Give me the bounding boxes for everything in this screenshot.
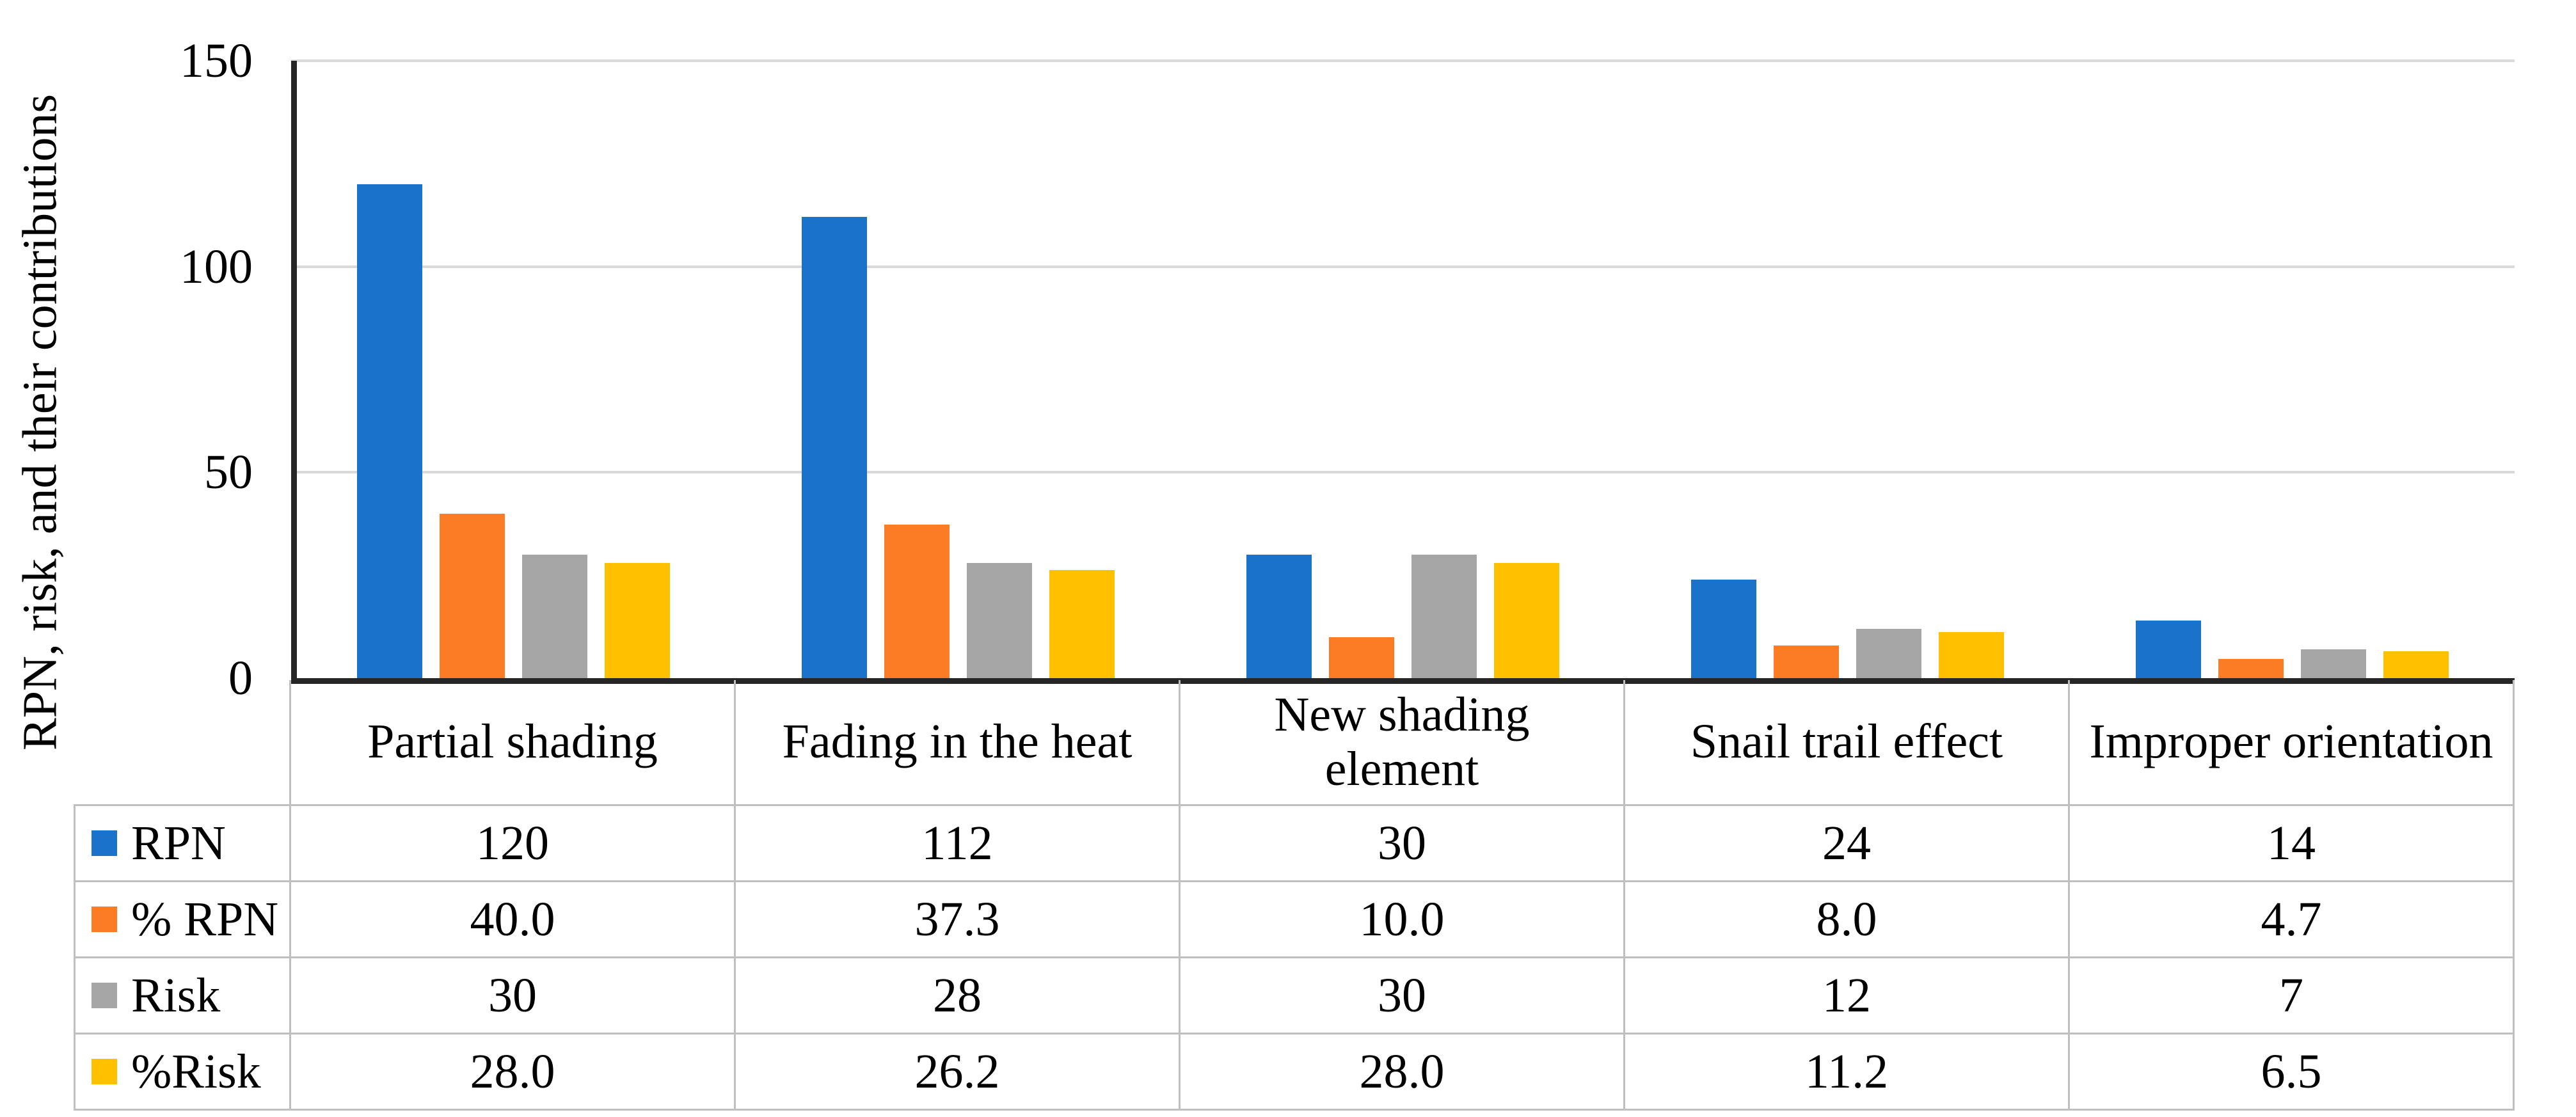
bar-group-2	[736, 61, 1181, 678]
bar-%-rpn-3	[1329, 637, 1394, 678]
legend-swatch-%risk	[91, 1059, 117, 1084]
table-category-header-3: New shading element	[1181, 680, 1625, 806]
data-table: Partial shading Fading in the heat New sha…	[74, 680, 2515, 1111]
x-axis-line	[291, 678, 2515, 684]
y-tick-label-50: 50	[204, 445, 253, 500]
bar-risk-4	[1856, 628, 1921, 678]
legend-cell-rpn: RPN	[74, 806, 291, 882]
plot-area	[291, 59, 2515, 684]
table-value-risk-1: 30	[291, 958, 736, 1034]
table-value-risk-3: 30	[1181, 958, 1625, 1034]
table-value-%-rpn-3: 10.0	[1181, 882, 1625, 958]
table-value-%risk-5: 6.5	[2070, 1034, 2515, 1111]
table-value-%risk-1: 28.0	[291, 1034, 736, 1111]
bar-risk-2	[967, 562, 1032, 678]
y-axis-title: RPN, risk, and their contributions	[13, 94, 67, 750]
bar-group-3	[1181, 61, 1625, 678]
bar-rpn-3	[1246, 555, 1312, 678]
bar-%-rpn-2	[884, 525, 950, 678]
gridline-50	[291, 471, 2515, 474]
legend-cell-risk: Risk	[74, 958, 291, 1034]
bar-risk-1	[522, 555, 587, 678]
table-legend-header-cell	[74, 680, 291, 806]
bar-risk-5	[2301, 649, 2366, 678]
legend-swatch-rpn	[91, 830, 117, 856]
bar-rpn-4	[1691, 579, 1756, 678]
table-category-header-4: Snail trail effect	[1625, 680, 2070, 806]
bar-group-4	[1625, 61, 2070, 678]
bar-rpn-5	[2136, 620, 2201, 678]
y-tick-label-100: 100	[180, 239, 253, 294]
table-category-header-1: Partial shading	[291, 680, 736, 806]
table-value-risk-2: 28	[736, 958, 1181, 1034]
bar-%-rpn-1	[440, 513, 505, 678]
bar-%risk-4	[1939, 631, 2004, 678]
legend-label-risk: Risk	[131, 968, 221, 1022]
table-value-rpn-3: 30	[1181, 806, 1625, 882]
table-value-rpn-2: 112	[736, 806, 1181, 882]
legend-swatch-%-rpn	[91, 907, 117, 932]
table-category-header-2: Fading in the heat	[736, 680, 1181, 806]
table-value-rpn-5: 14	[2070, 806, 2515, 882]
table-value-%risk-4: 11.2	[1625, 1034, 2070, 1111]
bar-group-5	[2070, 61, 2515, 678]
table-value-risk-4: 12	[1625, 958, 2070, 1034]
table-value-%risk-2: 26.2	[736, 1034, 1181, 1111]
table-value-%-rpn-5: 4.7	[2070, 882, 2515, 958]
legend-label-%-rpn: % RPN	[131, 892, 279, 946]
gridline-100	[291, 265, 2515, 268]
y-axis-line	[291, 61, 297, 684]
table-value-rpn-4: 24	[1625, 806, 2070, 882]
legend-label-%risk: %Risk	[131, 1044, 261, 1098]
table-category-header-5: Improper orientation	[2070, 680, 2515, 806]
y-tick-label-150: 150	[180, 34, 253, 88]
y-tick-label-0: 0	[228, 651, 253, 705]
legend-swatch-risk	[91, 983, 117, 1008]
table-value-%risk-3: 28.0	[1181, 1034, 1625, 1111]
legend-label-rpn: RPN	[131, 816, 226, 870]
table-value-rpn-1: 120	[291, 806, 736, 882]
table-value-%-rpn-1: 40.0	[291, 882, 736, 958]
bar-%risk-1	[605, 562, 670, 678]
bar-%-rpn-4	[1774, 645, 1839, 678]
table-value-%-rpn-4: 8.0	[1625, 882, 2070, 958]
bar-%risk-2	[1049, 570, 1115, 678]
bar-rpn-2	[802, 217, 867, 678]
bar-group-1	[291, 61, 736, 678]
bar-%risk-3	[1494, 562, 1559, 678]
legend-cell-%-rpn: % RPN	[74, 882, 291, 958]
legend-cell-%risk: %Risk	[74, 1034, 291, 1111]
bar-rpn-1	[357, 184, 422, 678]
bar-%risk-5	[2383, 651, 2449, 678]
table-value-risk-5: 7	[2070, 958, 2515, 1034]
bar-%-rpn-5	[2218, 658, 2284, 678]
bar-risk-3	[1411, 555, 1477, 678]
gridline-150	[291, 59, 2515, 62]
table-value-%-rpn-2: 37.3	[736, 882, 1181, 958]
